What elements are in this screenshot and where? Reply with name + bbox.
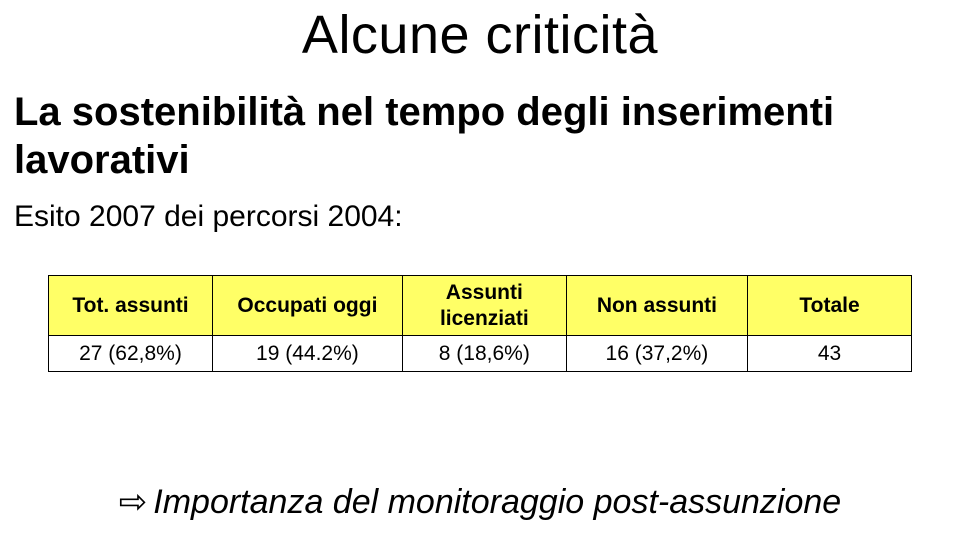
arrow-icon: ⇨	[119, 482, 148, 522]
col-header-non-assunti: Non assunti	[566, 276, 747, 336]
col-header-label: Non assunti	[597, 294, 717, 317]
results-table: Tot. assunti Occupati oggi Assunti licen…	[48, 275, 912, 372]
col-header-totale: Totale	[748, 276, 912, 336]
table-caption: Esito 2007 dei percorsi 2004:	[14, 200, 403, 234]
table-row: 27 (62,8%) 19 (44.2%) 8 (18,6%) 16 (37,2…	[49, 336, 912, 372]
col-header-label: Occupati oggi	[237, 294, 377, 317]
col-header-occupati-oggi: Occupati oggi	[212, 276, 402, 336]
slide-title: Alcune criticità	[0, 4, 960, 66]
col-header-label: Assunti	[446, 281, 523, 304]
footer-text: Importanza del monitoraggio post-assunzi…	[153, 483, 841, 521]
cell-occupati-oggi: 19 (44.2%)	[212, 336, 402, 372]
col-header-assunti-licenziati: Assunti licenziati	[402, 276, 566, 336]
col-header-label: Tot. assunti	[72, 294, 188, 317]
table-header-row: Tot. assunti Occupati oggi Assunti licen…	[49, 276, 912, 336]
col-header-tot-assunti: Tot. assunti	[49, 276, 213, 336]
cell-totale: 43	[748, 336, 912, 372]
cell-assunti-licenziati: 8 (18,6%)	[402, 336, 566, 372]
cell-tot-assunti: 27 (62,8%)	[49, 336, 213, 372]
cell-non-assunti: 16 (37,2%)	[566, 336, 747, 372]
col-header-label: Totale	[799, 294, 859, 317]
slide-subtitle: La sostenibilità nel tempo degli inserim…	[14, 88, 934, 184]
footer-note: ⇨Importanza del monitoraggio post-assunz…	[0, 482, 960, 522]
col-header-label-line2: licenziati	[440, 307, 529, 330]
